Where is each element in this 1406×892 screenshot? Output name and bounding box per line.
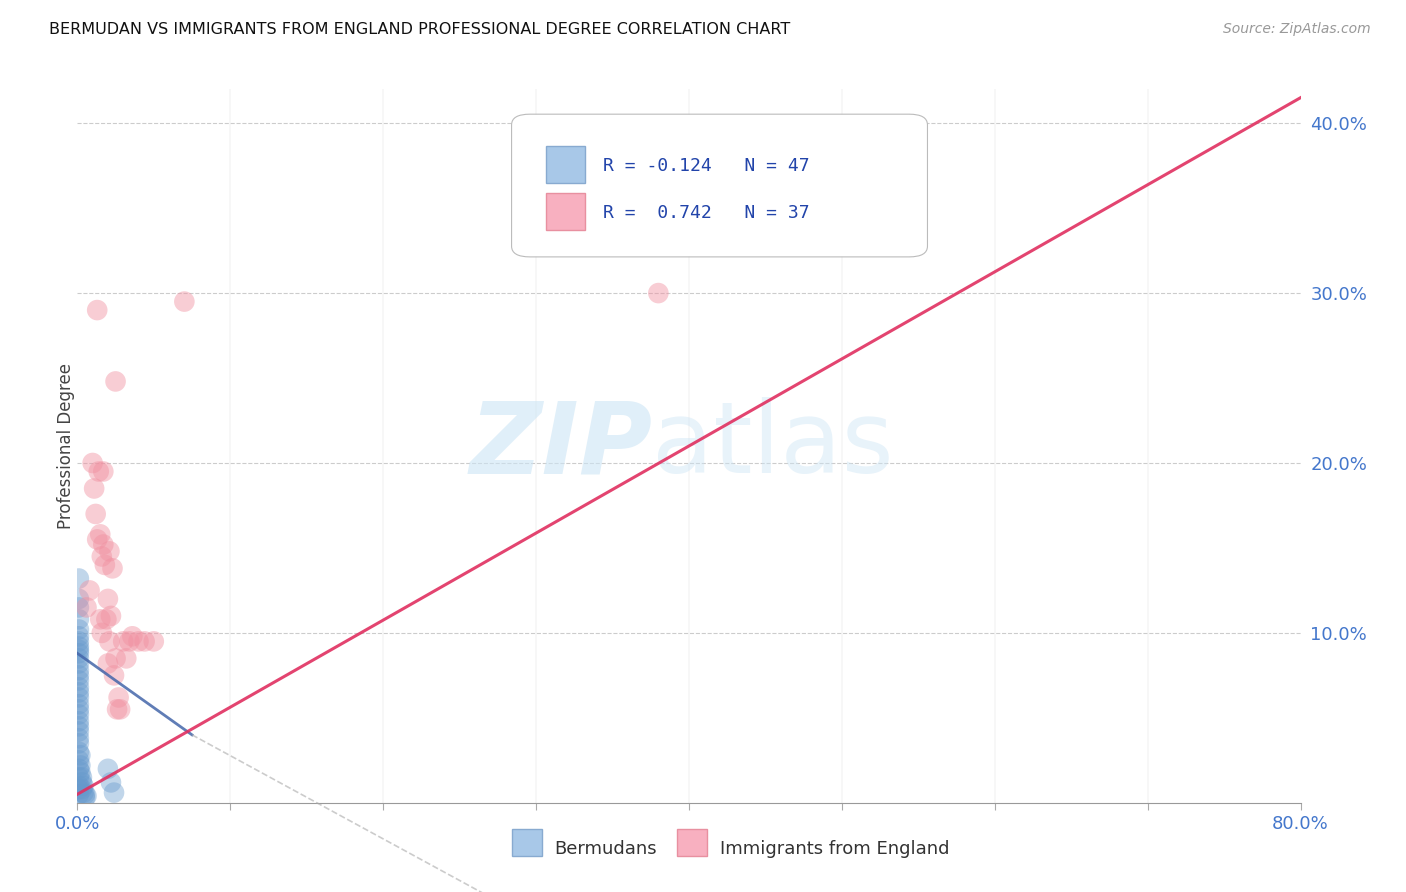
Point <box>67 685 90 699</box>
Point <box>67 643 90 657</box>
Point <box>70 782 93 797</box>
Point <box>67 698 90 712</box>
Point <box>107 690 129 705</box>
Point <box>72 786 94 800</box>
Point <box>90 626 112 640</box>
Point <box>134 634 156 648</box>
Point <box>105 702 128 716</box>
Point <box>97 762 120 776</box>
Point <box>67 782 90 797</box>
Point <box>84 507 107 521</box>
Text: R = -0.124   N = 47: R = -0.124 N = 47 <box>603 157 810 175</box>
Point <box>67 787 90 801</box>
Point <box>67 612 90 626</box>
Point <box>67 591 90 606</box>
Point <box>100 775 122 789</box>
Point <box>128 634 150 648</box>
Point <box>67 634 90 648</box>
Text: atlas: atlas <box>652 398 894 494</box>
Point <box>67 623 90 637</box>
FancyBboxPatch shape <box>512 830 543 856</box>
Point <box>67 646 90 660</box>
Point <box>67 651 90 665</box>
Y-axis label: Professional Degree: Professional Degree <box>58 363 75 529</box>
Point <box>96 612 118 626</box>
Point <box>67 663 90 677</box>
Point <box>67 680 90 694</box>
Text: Bermudans: Bermudans <box>554 840 657 858</box>
Point <box>91 465 114 479</box>
Point <box>67 657 90 671</box>
Point <box>89 527 111 541</box>
Point <box>73 787 96 801</box>
Text: R =  0.742   N = 37: R = 0.742 N = 37 <box>603 203 810 221</box>
Point <box>112 634 135 648</box>
Point <box>67 745 90 759</box>
Text: BERMUDAN VS IMMIGRANTS FROM ENGLAND PROFESSIONAL DEGREE CORRELATION CHART: BERMUDAN VS IMMIGRANTS FROM ENGLAND PROF… <box>49 22 790 37</box>
Point <box>76 789 98 803</box>
Point <box>82 456 104 470</box>
Point <box>69 758 91 772</box>
Point <box>69 765 91 780</box>
Point <box>103 786 125 800</box>
Point <box>121 629 143 643</box>
Point <box>70 770 93 784</box>
Point <box>67 736 90 750</box>
Point <box>73 790 96 805</box>
Point <box>67 724 90 739</box>
Point <box>79 583 101 598</box>
Point <box>67 731 90 746</box>
Point <box>67 690 90 705</box>
FancyBboxPatch shape <box>546 194 585 230</box>
Point <box>97 657 120 671</box>
Point <box>173 294 195 309</box>
Point <box>86 533 108 547</box>
Point <box>97 591 120 606</box>
Point <box>91 537 114 551</box>
FancyBboxPatch shape <box>676 830 707 856</box>
Text: ZIP: ZIP <box>470 398 652 494</box>
Point <box>67 779 90 793</box>
Point <box>67 707 90 722</box>
Point <box>69 748 91 763</box>
Point <box>101 561 124 575</box>
Point <box>103 668 125 682</box>
FancyBboxPatch shape <box>512 114 928 257</box>
Point <box>67 762 90 776</box>
FancyBboxPatch shape <box>546 146 585 184</box>
Point <box>76 600 98 615</box>
Point <box>67 753 90 767</box>
Point <box>108 702 131 716</box>
Point <box>67 770 90 784</box>
Point <box>87 465 110 479</box>
Point <box>67 702 90 716</box>
Text: Source: ZipAtlas.com: Source: ZipAtlas.com <box>1223 22 1371 37</box>
Point <box>142 634 165 648</box>
Point <box>67 719 90 733</box>
Point <box>67 629 90 643</box>
Text: Immigrants from England: Immigrants from England <box>720 840 949 858</box>
Point <box>118 634 141 648</box>
Point <box>90 549 112 564</box>
Point <box>100 608 122 623</box>
Point <box>67 714 90 729</box>
Point <box>67 673 90 688</box>
Point <box>83 482 105 496</box>
Point <box>104 375 127 389</box>
Point <box>67 640 90 654</box>
Point <box>67 572 90 586</box>
Point <box>67 668 90 682</box>
Point <box>72 779 94 793</box>
Point <box>98 634 121 648</box>
Point <box>104 651 127 665</box>
Point <box>94 558 117 572</box>
Point <box>647 286 669 301</box>
Point <box>115 651 138 665</box>
Point <box>86 303 108 318</box>
Point <box>98 544 121 558</box>
Point <box>70 775 93 789</box>
Point <box>67 600 90 615</box>
Point <box>89 612 111 626</box>
